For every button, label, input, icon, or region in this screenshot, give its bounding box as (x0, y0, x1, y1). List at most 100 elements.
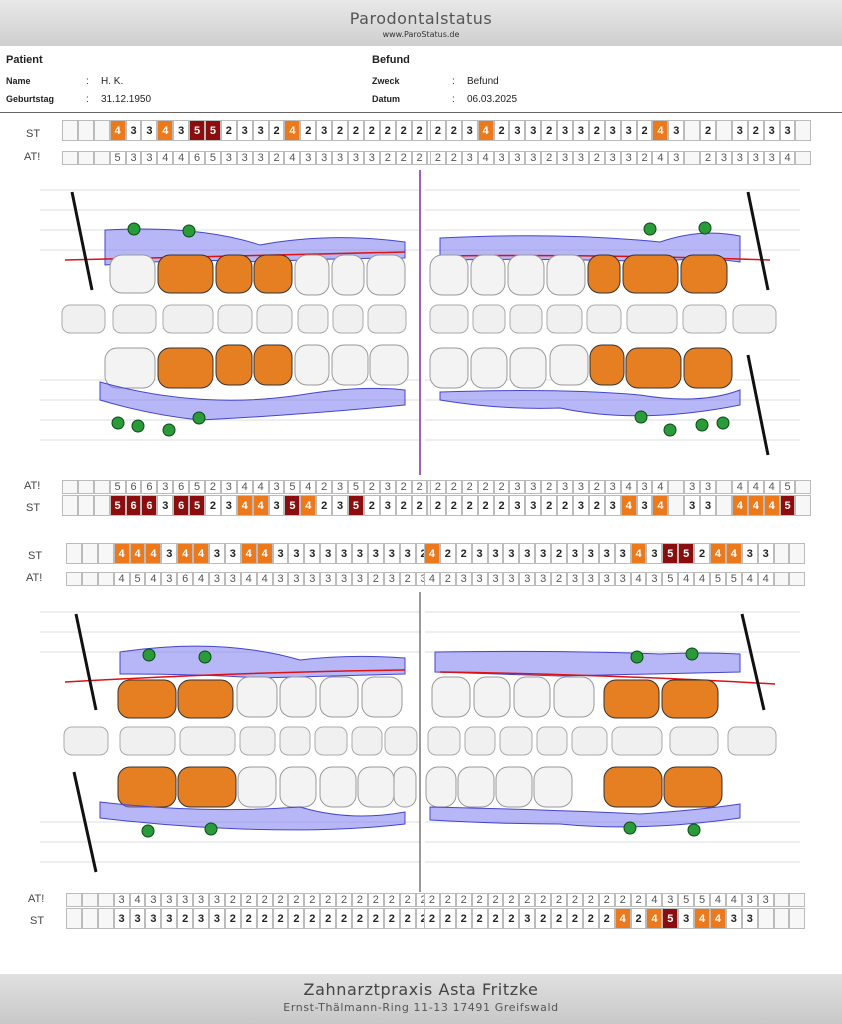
measurement-cell: 3 (157, 480, 174, 494)
measurement-cell: 2 (272, 893, 289, 907)
implant-markers (111, 410, 730, 437)
measurement-cell: 6 (177, 572, 194, 586)
measurement-cell: 4 (757, 572, 774, 586)
measurement-cell: 2 (288, 893, 305, 907)
measurement-cell: 3 (509, 495, 526, 516)
measurement-cell: 3 (646, 543, 663, 564)
measurement-cell: 2 (395, 495, 412, 516)
measurement-cell: 2 (477, 495, 494, 516)
measurement-cell: 2 (268, 151, 285, 165)
measurement-cell: 4 (193, 572, 210, 586)
measurement-cell: 3 (157, 495, 174, 516)
measurement-cell: 3 (604, 495, 621, 516)
measurement-cell: 2 (535, 908, 552, 929)
measurement-cell: 2 (268, 120, 285, 141)
measurement-cell: 3 (614, 543, 631, 564)
measurement-cell: 2 (582, 908, 599, 929)
measurement-cell: 3 (455, 572, 472, 586)
measurement-cell: 2 (320, 908, 337, 929)
measurement-cell: 2 (363, 480, 380, 494)
measurement-cell: 3 (525, 480, 542, 494)
measurement-cell (81, 893, 98, 907)
measurement-cell: 3 (519, 543, 536, 564)
measurement-cell: 4 (763, 495, 780, 516)
measurement-cell: 3 (320, 572, 337, 586)
missing-tooth-marker (70, 191, 94, 291)
measurement-cell: 2 (430, 120, 446, 141)
measurement-cell: 3 (757, 543, 774, 564)
measurement-cell: 2 (477, 480, 494, 494)
measurement-cell: 5 (205, 120, 221, 141)
measurement-cell (795, 495, 812, 516)
measurement-cell: 2 (493, 120, 510, 141)
measurement-cell: 2 (399, 893, 416, 907)
measurement-cell (93, 151, 110, 165)
measurement-cell: 3 (383, 543, 400, 564)
measurement-cell (93, 495, 110, 516)
measurement-cell: 2 (399, 572, 416, 586)
measurement-cell (684, 151, 701, 165)
measurement-cell (77, 120, 94, 141)
measurement-cell: 2 (588, 151, 605, 165)
measurement-cell (62, 151, 78, 165)
measurement-cell: 4 (620, 495, 637, 516)
measurement-cell: 2 (304, 893, 321, 907)
measurement-cell: 3 (636, 480, 653, 494)
measurement-cell: 4 (678, 572, 695, 586)
measurement-cell: 3 (461, 151, 478, 165)
measurement-cell: 3 (268, 480, 285, 494)
implant-markers (141, 821, 701, 838)
measurement-cell: 3 (141, 120, 158, 141)
st-label: ST (30, 915, 45, 927)
measurement-cell: 3 (535, 572, 552, 586)
measurement-cell: 4 (731, 495, 748, 516)
measurement-cell: 3 (509, 120, 526, 141)
measurement-cell (66, 543, 82, 564)
measurement-cell: 2 (493, 480, 510, 494)
measurement-cell: 3 (141, 151, 158, 165)
measurement-cell: 3 (684, 495, 701, 516)
measurement-cell: 3 (741, 543, 758, 564)
measurement-cell: 3 (731, 120, 748, 141)
page-header: Parodontalstatus www.ParoStatus.de (0, 0, 842, 46)
measurement-cell: 2 (411, 151, 428, 165)
measurement-cell: 2 (636, 120, 653, 141)
measurement-cell: 4 (284, 120, 301, 141)
measurement-cell: 3 (352, 543, 368, 564)
measurement-cell: 5 (662, 543, 679, 564)
measurement-cell: 2 (445, 151, 462, 165)
measurement-cell (81, 572, 98, 586)
measurement-cell: 6 (125, 495, 142, 516)
measurement-cell: 2 (395, 151, 412, 165)
measurement-cell: 3 (145, 893, 162, 907)
website-url: www.ParoStatus.de (382, 30, 460, 39)
practice-address: Ernst-Thälmann-Ring 11-13 17491 Greifswa… (283, 1001, 559, 1014)
measurement-cell (81, 543, 98, 564)
measurement-cell: 5 (189, 480, 206, 494)
measurement-cell: 2 (598, 893, 615, 907)
measurement-cell: 4 (109, 120, 126, 141)
measurement-cell (789, 893, 806, 907)
lower-left-at-row: 454364334433333323233 (66, 572, 448, 586)
datum-label: Datum (372, 94, 401, 104)
measurement-cell: 2 (240, 908, 257, 929)
measurement-cell (62, 120, 78, 141)
measurement-cell: 4 (725, 893, 742, 907)
measurement-cell: 3 (272, 543, 289, 564)
measurement-cell: 3 (700, 495, 717, 516)
measurement-cell: 3 (487, 543, 504, 564)
measurement-cell: 3 (493, 151, 510, 165)
measurement-cell: 2 (541, 480, 558, 494)
patient-block: Patient Name: H. K. Geburtstag:31.12.1950 (6, 54, 151, 108)
measurement-cell: 4 (145, 572, 162, 586)
measurement-cell: 2 (694, 543, 711, 564)
measurement-cell: 3 (209, 543, 225, 564)
measurement-cell (773, 543, 790, 564)
measurement-cell: 2 (471, 893, 488, 907)
measurement-cell: 4 (252, 480, 269, 494)
